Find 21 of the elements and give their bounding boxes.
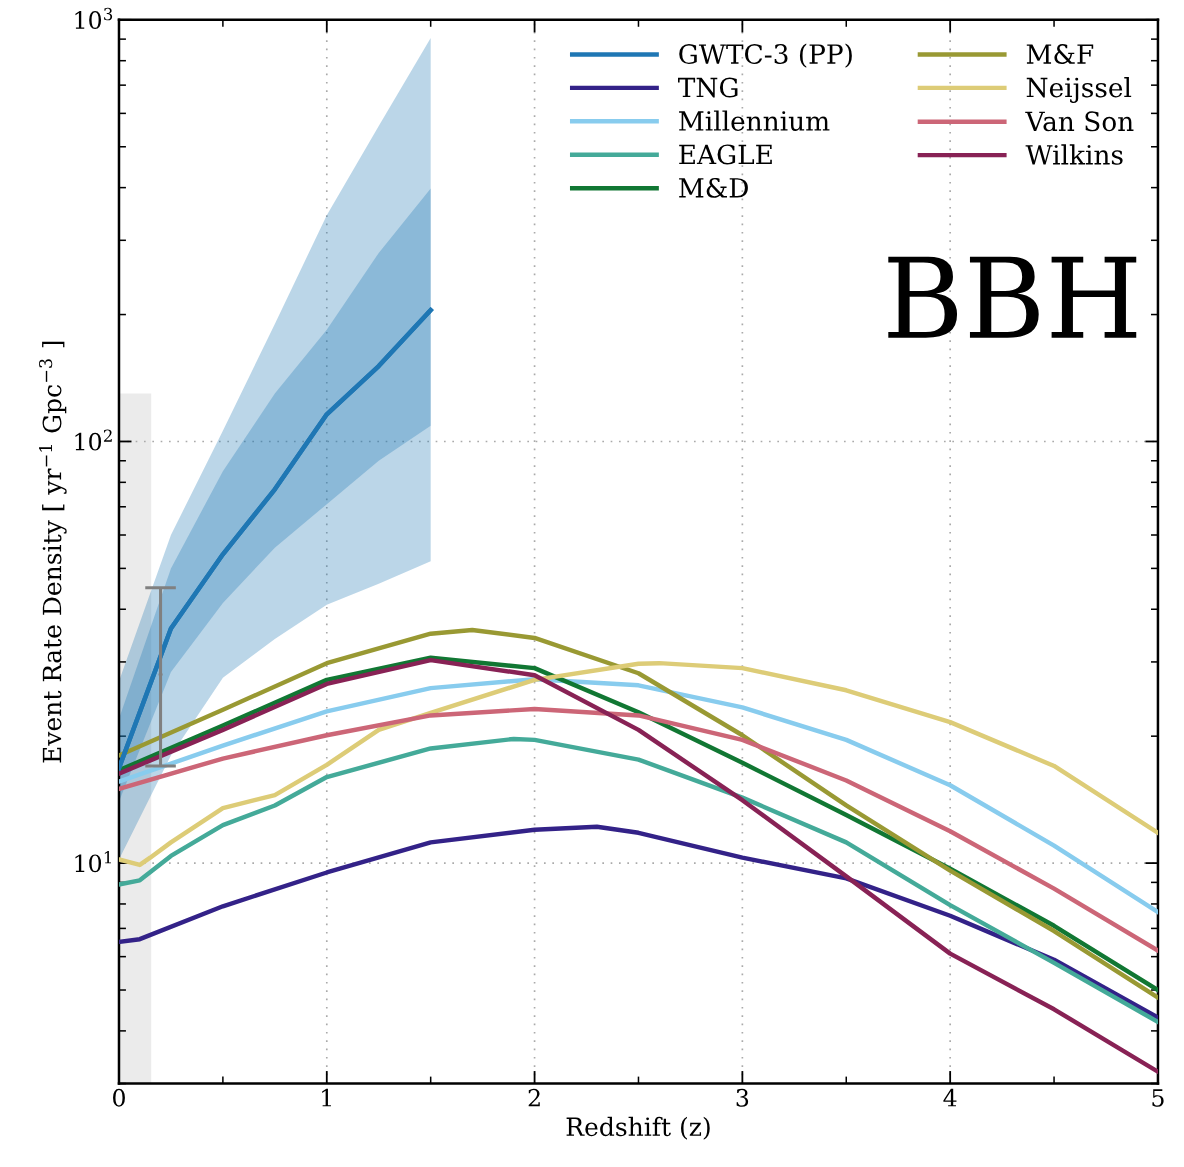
y-tick-label: 10$^{2}$ <box>75 429 112 451</box>
legend-label: GWTC-3 (PP) <box>679 43 852 68</box>
y-tick-label: 10$^{1}$ <box>75 851 111 873</box>
legend-label: Wilkins <box>1025 144 1123 165</box>
legend-label: Millennium <box>679 110 830 131</box>
legend-label: EAGLE <box>679 144 772 165</box>
legend-label: Van Son <box>1025 111 1134 132</box>
y-tick-label: 10$^{3}$ <box>75 7 113 29</box>
y-axis-title: Event Rate Density [ yr$^{−1}$ Gpc$^{−3}$ ] <box>39 341 67 763</box>
legend-label: M&F <box>1026 44 1094 65</box>
x-tick-label: 2 <box>528 1088 540 1107</box>
x-axis-title: Redshift (z) <box>566 1116 710 1140</box>
x-tick-label: 0 <box>113 1088 125 1107</box>
legend-label: TNG <box>678 77 738 98</box>
x-tick-label: 3 <box>736 1088 749 1107</box>
legend-label: Neijssel <box>1026 77 1132 103</box>
x-tick-label: 5 <box>1152 1089 1164 1107</box>
legend-label: M&D <box>679 177 748 198</box>
x-tick-label: 4 <box>943 1088 957 1107</box>
x-tick-label: 1 <box>322 1088 331 1107</box>
annotation: BBH <box>888 256 1137 338</box>
